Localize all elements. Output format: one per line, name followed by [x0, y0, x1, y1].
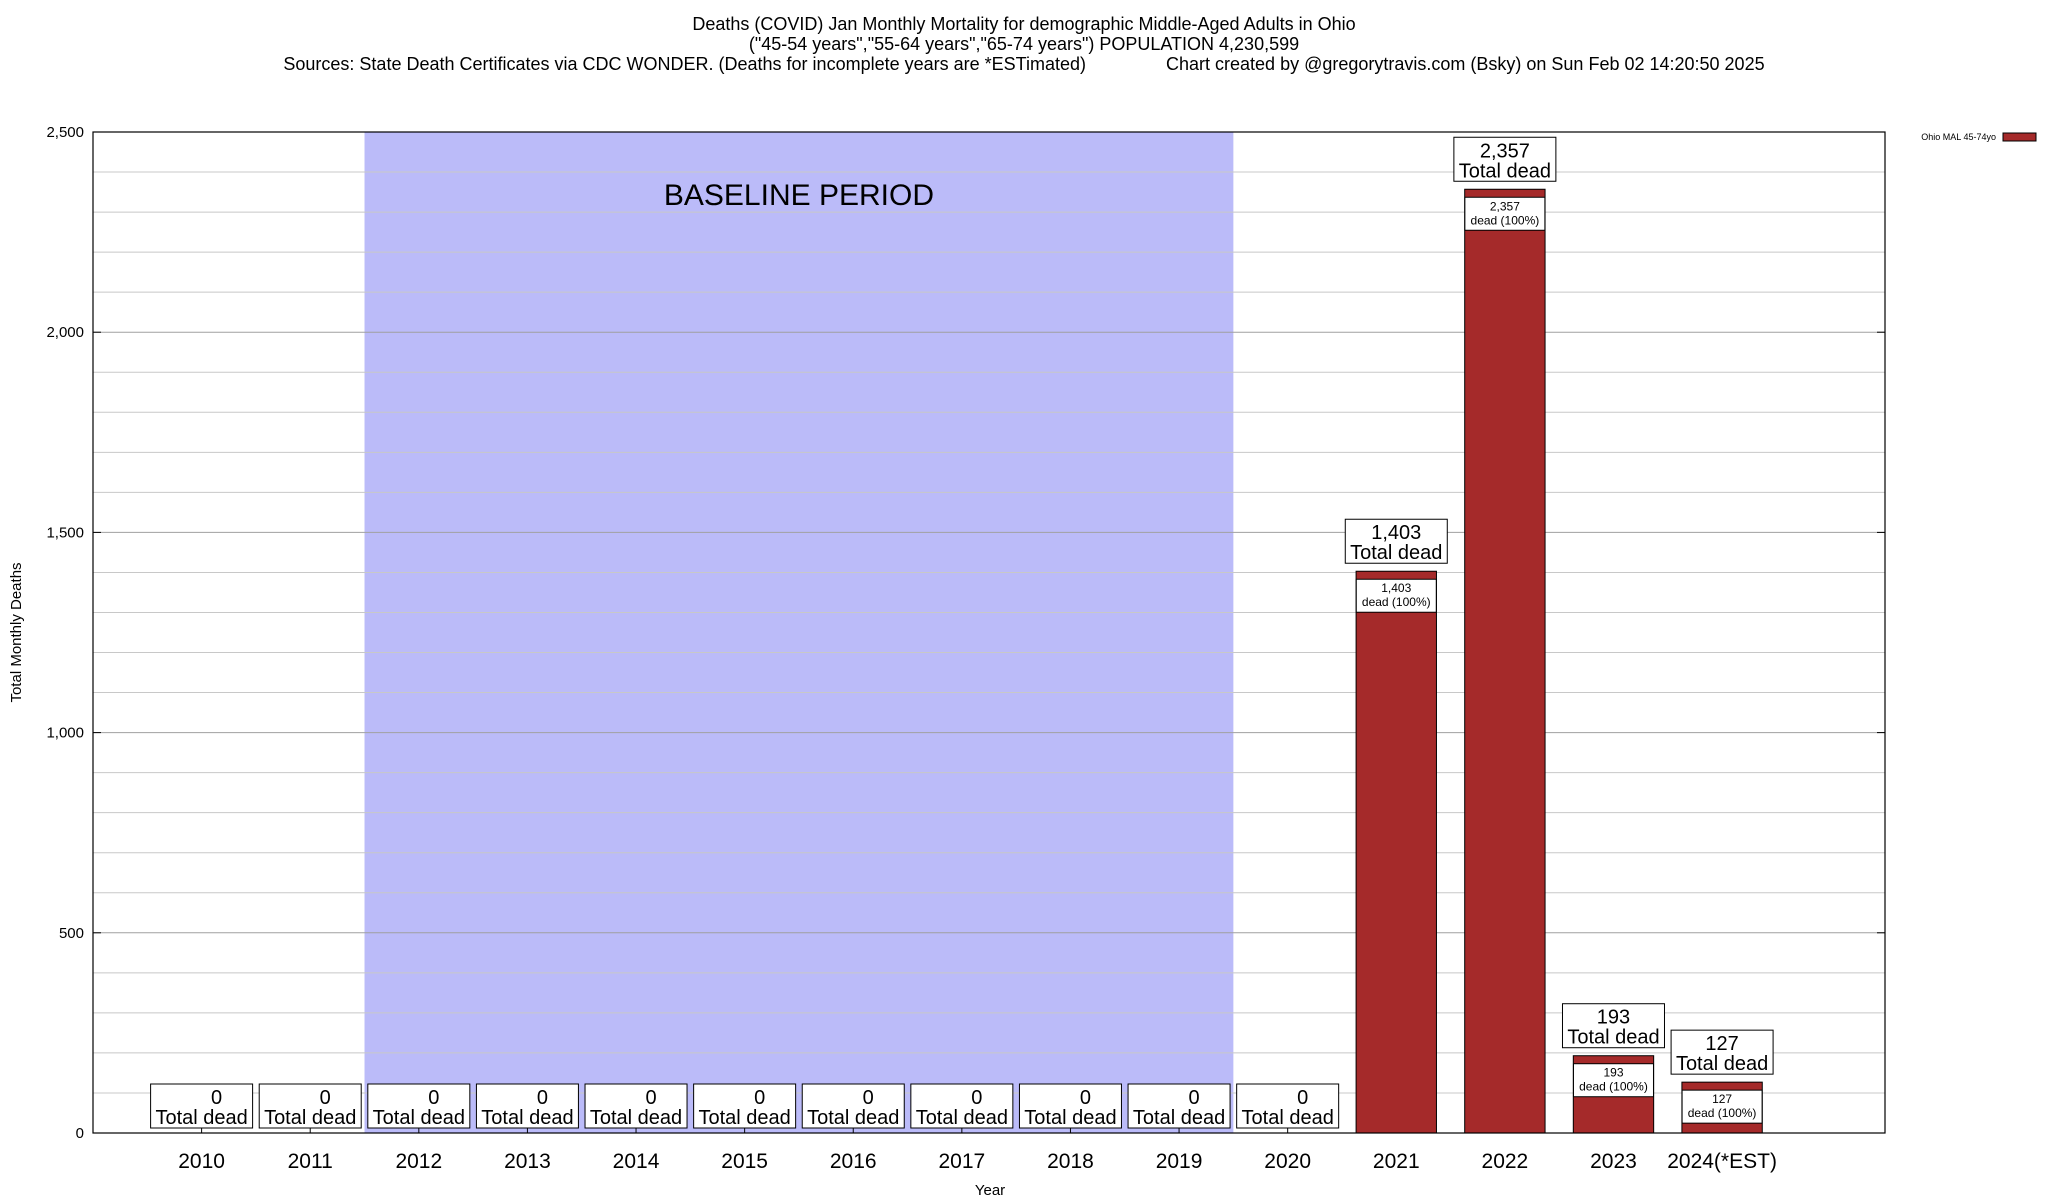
- x-tick-label: 2014: [613, 1150, 660, 1173]
- x-tick-label: 2017: [938, 1150, 985, 1173]
- baseline-period-label: BASELINE PERIOD: [664, 179, 934, 212]
- total-label-box: [801, 1083, 905, 1129]
- plot-frame: [92, 131, 1886, 1134]
- bar-inner-label-box: [1681, 1089, 1763, 1124]
- total-label-box: [150, 1083, 254, 1129]
- total-label-box: [1236, 1083, 1340, 1129]
- total-label-suffix: Total dead: [807, 1107, 899, 1129]
- bar-inner-suffix: dead (100%): [1579, 1080, 1648, 1094]
- x-tick-label: 2021: [1373, 1150, 1420, 1173]
- total-label-box: [910, 1083, 1014, 1129]
- total-label-box: [1670, 1029, 1774, 1075]
- bar: [1464, 188, 1546, 1134]
- total-label-value: 0: [211, 1087, 222, 1109]
- x-tick-label: 2024(*EST): [1667, 1150, 1777, 1173]
- x-tick-label: 2011: [288, 1150, 333, 1173]
- total-label-value: 0: [863, 1087, 874, 1109]
- total-label-value: 0: [1080, 1087, 1091, 1109]
- total-label-suffix: Total dead: [155, 1107, 247, 1129]
- legend-label: Ohio MAL 45-74yo: [1921, 132, 1996, 142]
- chart-title: Deaths (COVID) Jan Monthly Mortality for…: [692, 14, 1356, 34]
- total-label-suffix: Total dead: [373, 1107, 465, 1129]
- y-tick-label: 1,000: [46, 725, 84, 742]
- total-label-box: [1018, 1083, 1122, 1129]
- total-label-box: [475, 1083, 579, 1129]
- total-label-value: 2,357: [1480, 140, 1530, 162]
- bar-inner-value: 2,357: [1490, 199, 1520, 213]
- chart-subtitle: ("45-54 years","55-64 years","65-74 year…: [748, 34, 1300, 54]
- total-label-suffix: Total dead: [481, 1107, 573, 1129]
- total-label-value: 127: [1705, 1033, 1738, 1055]
- bar-inner-value: 1,403: [1381, 581, 1411, 595]
- total-label-value: 0: [1188, 1087, 1199, 1109]
- chart-titles: Deaths (COVID) Jan Monthly Mortality for…: [0, 14, 2048, 74]
- x-tick-label: 2010: [178, 1150, 225, 1173]
- y-tick-label: 2,500: [46, 124, 84, 141]
- total-label-box: [1453, 136, 1557, 182]
- bar-inner-suffix: dead (100%): [1471, 213, 1540, 227]
- x-axis-label: Year: [975, 1182, 1005, 1199]
- x-tick-label: 2015: [721, 1150, 768, 1173]
- total-label-box: [1561, 1003, 1665, 1049]
- bar-inner-suffix: dead (100%): [1688, 1106, 1757, 1120]
- total-label-suffix: Total dead: [1459, 160, 1551, 182]
- y-axis-label: Total Monthly Deaths: [8, 562, 25, 702]
- baseline-period-shading: [364, 132, 1234, 1133]
- y-tick-label: 500: [59, 925, 84, 942]
- total-label-value: 0: [754, 1087, 765, 1109]
- total-label-value: 0: [320, 1087, 331, 1109]
- total-label-value: 193: [1597, 1007, 1630, 1029]
- total-label-suffix: Total dead: [1242, 1107, 1334, 1129]
- total-label-suffix: Total dead: [916, 1107, 1008, 1129]
- y-tick-label: 2,000: [46, 324, 84, 341]
- total-label-suffix: Total dead: [1024, 1107, 1116, 1129]
- bar-inner-value: 127: [1712, 1092, 1732, 1106]
- total-label-value: 0: [971, 1087, 982, 1109]
- total-label-box: [258, 1083, 362, 1129]
- bar-inner-label-box: [1355, 578, 1437, 613]
- bar: [1355, 570, 1437, 1134]
- x-tick-label: 2023: [1590, 1150, 1637, 1173]
- total-label-value: 0: [1297, 1087, 1308, 1109]
- total-label-box: [367, 1083, 471, 1129]
- total-label-value: 0: [645, 1087, 656, 1109]
- total-label-suffix: Total dead: [264, 1107, 356, 1129]
- total-label-box: [1344, 518, 1448, 564]
- total-label-suffix: Total dead: [1133, 1107, 1225, 1129]
- x-tick-label: 2020: [1264, 1150, 1311, 1173]
- total-label-box: [584, 1083, 688, 1129]
- bar-inner-label-box: [1464, 196, 1546, 231]
- total-label-suffix: Total dead: [1676, 1053, 1768, 1075]
- x-tick-label: 2022: [1482, 1150, 1529, 1173]
- x-tick-label: 2018: [1047, 1150, 1094, 1173]
- bar-inner-suffix: dead (100%): [1362, 595, 1431, 609]
- total-label-box: [693, 1083, 797, 1129]
- total-label-suffix: Total dead: [698, 1107, 790, 1129]
- x-tick-label: 2016: [830, 1150, 877, 1173]
- x-tick-label: 2019: [1156, 1150, 1203, 1173]
- chart-source-line: Sources: State Death Certificates via CD…: [283, 54, 1765, 74]
- y-tick-label: 1,500: [46, 524, 84, 541]
- x-tick-label: 2012: [395, 1150, 442, 1173]
- total-label-value: 1,403: [1371, 522, 1421, 544]
- bar-inner-label-box: [1572, 1063, 1654, 1098]
- total-label-suffix: Total dead: [1350, 542, 1442, 564]
- x-tick-label: 2013: [504, 1150, 551, 1173]
- total-label-suffix: Total dead: [1567, 1027, 1659, 1049]
- total-label-value: 0: [537, 1087, 548, 1109]
- bar-inner-value: 193: [1603, 1066, 1623, 1080]
- total-label-value: 0: [428, 1087, 439, 1109]
- y-tick-label: 0: [76, 1125, 84, 1142]
- legend-swatch: [2002, 132, 2037, 142]
- total-label-box: [1127, 1083, 1231, 1129]
- total-label-suffix: Total dead: [590, 1107, 682, 1129]
